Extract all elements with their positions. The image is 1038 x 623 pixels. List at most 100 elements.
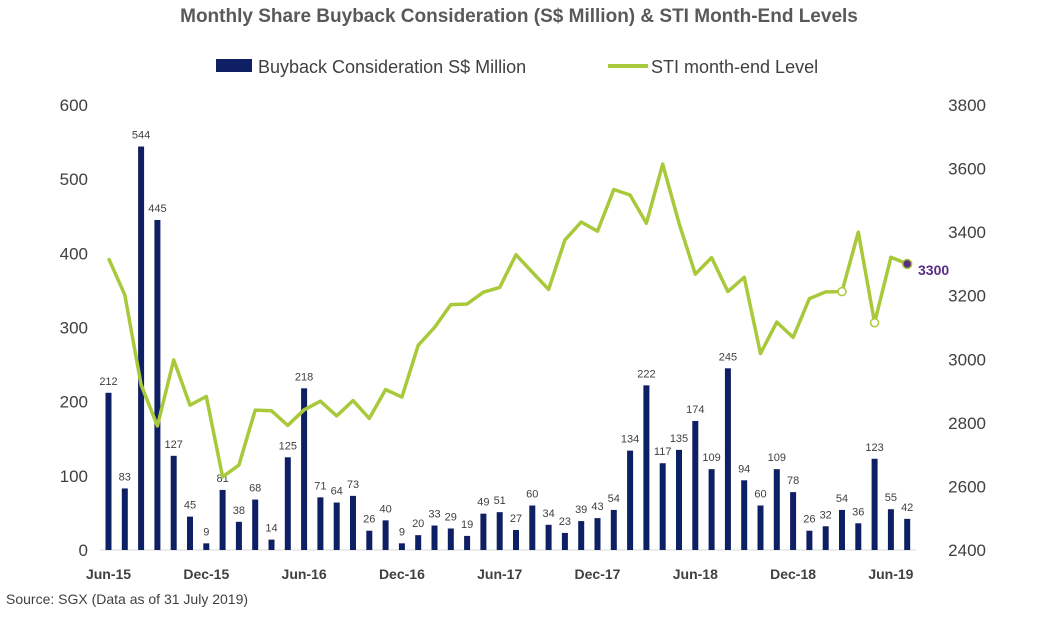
buyback-data-label: 73 bbox=[347, 479, 359, 491]
buyback-data-label: 71 bbox=[314, 480, 326, 492]
x-tick-label: Dec-17 bbox=[575, 566, 621, 582]
buyback-data-label: 9 bbox=[399, 526, 405, 538]
buyback-bar bbox=[284, 457, 291, 550]
buyback-bar bbox=[724, 368, 731, 550]
buyback-data-label: 19 bbox=[461, 519, 473, 531]
x-tick-label: Jun-18 bbox=[673, 566, 718, 582]
buyback-bar bbox=[773, 469, 780, 550]
buyback-data-label: 26 bbox=[363, 514, 375, 526]
buyback-data-label: 60 bbox=[526, 489, 538, 501]
x-tick-label: Dec-15 bbox=[183, 566, 229, 582]
left-axis: 0 100 200 300 400 500 600 bbox=[60, 96, 88, 560]
buyback-bar bbox=[350, 495, 356, 550]
buyback-data-label: 245 bbox=[719, 351, 737, 363]
buyback-bar bbox=[692, 420, 699, 550]
buyback-data-label: 64 bbox=[331, 486, 343, 498]
legend: Buyback Consideration S$ Million STI mon… bbox=[216, 57, 818, 77]
buyback-data-label: 123 bbox=[865, 442, 883, 454]
right-tick-label: 2400 bbox=[948, 541, 986, 560]
buyback-bar bbox=[187, 516, 193, 550]
buyback-bar bbox=[496, 512, 503, 550]
buyback-data-label: 78 bbox=[787, 475, 799, 487]
buyback-bar bbox=[333, 502, 340, 550]
buyback-bar bbox=[904, 518, 911, 550]
right-tick-label: 3600 bbox=[948, 160, 986, 179]
buyback-bar bbox=[887, 509, 894, 550]
buyback-data-label: 26 bbox=[803, 514, 815, 526]
sti-point-marker bbox=[869, 317, 880, 328]
x-axis: Jun-15 Dec-15 Jun-16 Dec-16 Jun-17 Dec-17 Jun-… bbox=[86, 566, 914, 582]
x-tick-label: Jun-15 bbox=[86, 566, 131, 582]
right-axis: 2400 2600 2800 3000 3200 3400 3600 3800 bbox=[948, 96, 986, 560]
buyback-bar bbox=[252, 499, 259, 550]
x-tick-label: Jun-19 bbox=[868, 566, 913, 582]
sti-line bbox=[106, 162, 908, 479]
x-tick-label: Dec-16 bbox=[379, 566, 425, 582]
buyback-bar bbox=[170, 455, 177, 550]
buyback-bar bbox=[219, 489, 226, 550]
buyback-bar bbox=[578, 521, 585, 550]
buyback-data-label: 20 bbox=[412, 518, 424, 530]
buyback-bar bbox=[431, 525, 438, 550]
buyback-bar bbox=[610, 509, 617, 550]
buyback-data-label: 218 bbox=[295, 371, 313, 383]
buyback-data-label: 33 bbox=[428, 509, 440, 521]
buyback-bar bbox=[757, 505, 764, 550]
buyback-bar bbox=[415, 535, 422, 550]
buyback-data-label: 55 bbox=[885, 492, 897, 504]
left-tick-label: 200 bbox=[60, 393, 88, 412]
buyback-data-label: 23 bbox=[559, 516, 571, 528]
x-tick-label: Jun-17 bbox=[477, 566, 522, 582]
right-tick-label: 2600 bbox=[948, 477, 986, 496]
buyback-bar bbox=[382, 520, 389, 550]
buyback-data-label: 83 bbox=[119, 471, 131, 483]
left-tick-label: 600 bbox=[60, 96, 88, 115]
buyback-data-label: 60 bbox=[754, 489, 766, 501]
left-tick-label: 300 bbox=[60, 319, 88, 338]
buyback-data-label: 68 bbox=[249, 483, 261, 495]
buyback-data-label: 29 bbox=[445, 511, 457, 523]
legend-label-sti: STI month-end Level bbox=[651, 57, 818, 77]
chart-title: Monthly Share Buyback Consideration (S$ … bbox=[180, 6, 858, 27]
buyback-data-label: 39 bbox=[575, 504, 587, 516]
buyback-data-label: 135 bbox=[670, 433, 688, 445]
buyback-bar bbox=[839, 509, 845, 550]
buyback-bar bbox=[203, 543, 210, 550]
left-tick-label: 400 bbox=[60, 244, 88, 263]
buyback-data-label: 34 bbox=[542, 508, 554, 520]
buyback-bar bbox=[594, 518, 601, 550]
sti-markers bbox=[837, 258, 913, 328]
buyback-data-label: 445 bbox=[148, 203, 166, 215]
buyback-bar bbox=[398, 543, 405, 550]
buyback-data-label: 174 bbox=[686, 404, 704, 416]
buyback-bar bbox=[301, 388, 308, 550]
sti-end-label: 3300 bbox=[918, 262, 949, 278]
buyback-bar bbox=[464, 535, 471, 550]
buyback-data-label: 109 bbox=[768, 452, 786, 464]
buyback-data-label: 51 bbox=[494, 495, 506, 507]
buyback-data-label: 9 bbox=[203, 526, 209, 538]
buyback-bar bbox=[447, 528, 454, 550]
sti-point-marker bbox=[837, 286, 847, 297]
buyback-bar bbox=[806, 530, 813, 550]
buyback-data-label: 27 bbox=[510, 513, 522, 525]
buyback-bar bbox=[790, 492, 797, 550]
buyback-data-label: 117 bbox=[654, 446, 672, 458]
buyback-data-label: 38 bbox=[233, 505, 245, 517]
legend-swatch-buyback bbox=[216, 59, 252, 72]
buyback-data-label: 134 bbox=[621, 434, 639, 446]
right-tick-label: 3400 bbox=[948, 223, 986, 242]
buyback-data-label: 125 bbox=[279, 440, 297, 452]
buyback-data-label: 54 bbox=[836, 493, 848, 505]
legend-label-buyback: Buyback Consideration S$ Million bbox=[258, 57, 526, 77]
buyback-bar bbox=[561, 532, 568, 550]
buyback-bar bbox=[154, 219, 161, 551]
buyback-bar bbox=[659, 463, 666, 550]
buyback-bar bbox=[268, 539, 275, 550]
buyback-data-label: 544 bbox=[132, 130, 150, 142]
right-tick-label: 3000 bbox=[948, 350, 986, 369]
buyback-data-label: 32 bbox=[820, 509, 832, 521]
buyback-data-label: 43 bbox=[591, 501, 603, 513]
buyback-data-label: 36 bbox=[852, 506, 864, 518]
